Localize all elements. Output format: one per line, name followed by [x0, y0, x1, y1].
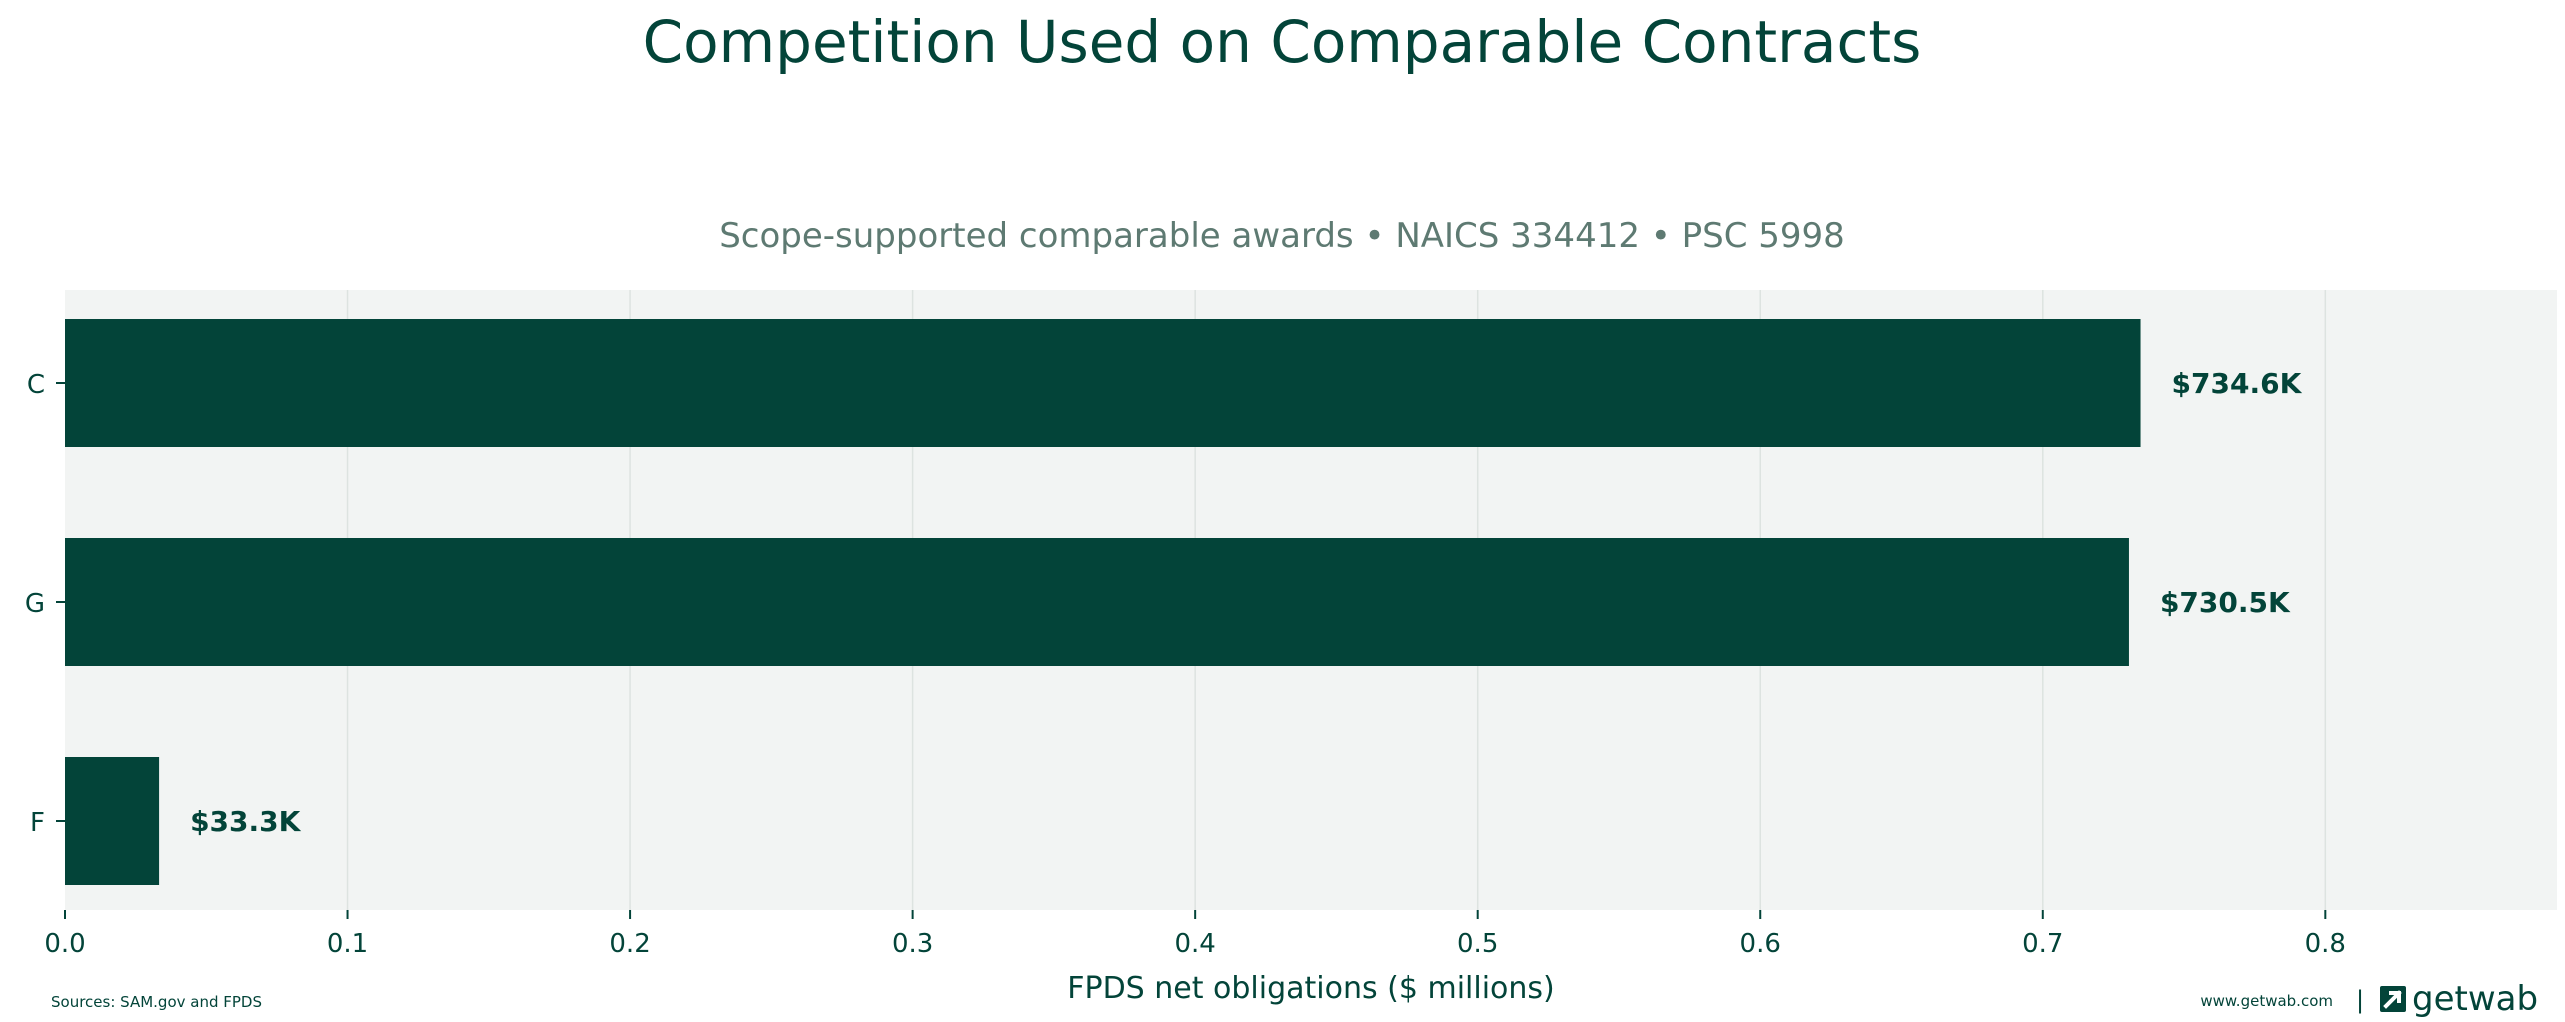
- x-tick-label-8: 0.8: [2305, 929, 2346, 959]
- x-tick-label-3: 0.3: [892, 929, 933, 959]
- footer-separator: |: [2356, 986, 2364, 1014]
- data-label-c: $734.6K: [2172, 367, 2303, 400]
- footer-website[interactable]: www.getwab.com: [2200, 992, 2333, 1010]
- y-tick-label-c: C: [27, 370, 45, 400]
- x-axis-label: FPDS net obligations ($ millions): [1067, 971, 1555, 1006]
- x-tick-label-6: 0.6: [1740, 929, 1781, 959]
- chart-title: Competition Used on Comparable Contracts: [643, 8, 1922, 76]
- x-tick-label-7: 0.7: [2022, 929, 2063, 959]
- bar-c: [65, 319, 2141, 447]
- x-tick-label-0: 0.0: [44, 929, 85, 959]
- x-axis: 0.0 0.1 0.2 0.3 0.4 0.5 0.6 0.7 0.8: [44, 910, 2346, 959]
- getwab-logo-icon: [2380, 986, 2406, 1012]
- y-axis: C G F: [25, 370, 65, 838]
- x-tick-label-1: 0.1: [327, 929, 368, 959]
- data-labels: $734.6K $730.5K $33.3K: [190, 367, 2302, 838]
- chart-subtitle: Scope-supported comparable awards • NAIC…: [719, 216, 1845, 256]
- data-label-f: $33.3K: [190, 805, 302, 838]
- bars: [65, 319, 2141, 885]
- x-tick-label-5: 0.5: [1457, 929, 1498, 959]
- y-tick-label-f: F: [30, 808, 45, 838]
- x-tick-label-2: 0.2: [609, 929, 650, 959]
- bar-f: [65, 757, 160, 885]
- footer-sources: Sources: SAM.gov and FPDS: [51, 993, 262, 1011]
- bar-g: [65, 538, 2129, 666]
- brand-name: getwab: [2412, 979, 2538, 1019]
- x-tick-label-4: 0.4: [1174, 929, 1215, 959]
- y-tick-label-g: G: [25, 589, 45, 619]
- data-label-g: $730.5K: [2160, 586, 2291, 619]
